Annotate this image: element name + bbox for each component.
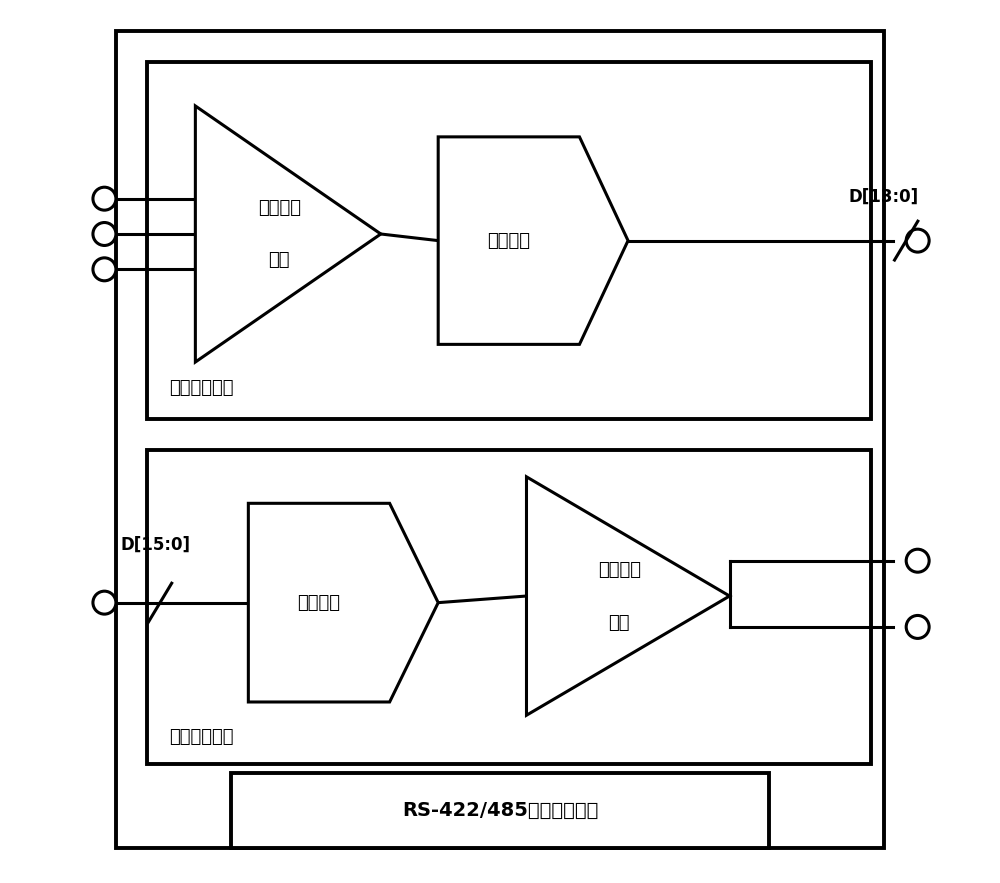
Text: 输入信号: 输入信号 xyxy=(258,199,301,216)
Text: D[13:0]: D[13:0] xyxy=(849,187,919,206)
Circle shape xyxy=(93,258,116,281)
Bar xyxy=(147,62,871,419)
Circle shape xyxy=(906,549,929,572)
Bar xyxy=(147,450,871,764)
Text: 输出信号: 输出信号 xyxy=(598,561,641,578)
Text: 信号采集单元: 信号采集单元 xyxy=(169,380,233,397)
Text: RS-422/485通信接口单元: RS-422/485通信接口单元 xyxy=(402,801,598,819)
Circle shape xyxy=(93,223,116,245)
Text: D[15:0]: D[15:0] xyxy=(120,536,190,555)
Text: 输出驱动单元: 输出驱动单元 xyxy=(169,728,233,746)
Polygon shape xyxy=(195,106,381,362)
Text: 数模转换: 数模转换 xyxy=(297,593,340,612)
Bar xyxy=(116,31,884,848)
Text: 模数转换: 模数转换 xyxy=(487,231,530,250)
Polygon shape xyxy=(438,137,628,344)
Text: 调理: 调理 xyxy=(608,614,630,631)
Circle shape xyxy=(93,592,116,615)
Circle shape xyxy=(906,229,929,253)
Polygon shape xyxy=(248,503,438,702)
Circle shape xyxy=(906,615,929,638)
Bar xyxy=(231,773,769,848)
Circle shape xyxy=(93,187,116,210)
Text: 调理: 调理 xyxy=(268,252,290,269)
Polygon shape xyxy=(526,477,730,715)
